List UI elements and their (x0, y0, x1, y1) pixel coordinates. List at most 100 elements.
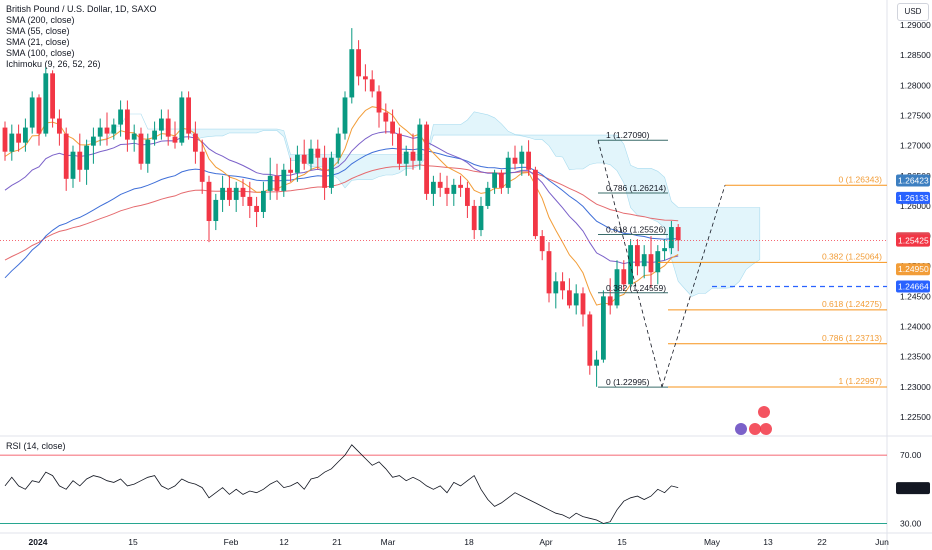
symbol-title[interactable]: British Pound / U.S. Dollar, 1D, SAXO (6, 4, 157, 14)
candle (84, 139, 89, 185)
fib-left-label: 0.382 (1.24559) (606, 283, 666, 293)
candle (594, 350, 599, 387)
candle (220, 175, 225, 212)
event-flag-icon (749, 423, 761, 435)
candle-body (424, 124, 429, 194)
candle (97, 118, 103, 146)
candle-body (580, 293, 586, 315)
candle-body (165, 118, 171, 137)
candle-body (111, 124, 117, 134)
candle-body (369, 79, 375, 92)
candle-body (471, 205, 477, 231)
candle (369, 70, 375, 98)
candle (607, 278, 613, 315)
fib-right-label: 0 (1.26343) (839, 174, 883, 184)
candle-body (301, 154, 307, 164)
y-tick-label: 1.23500 (900, 352, 931, 362)
fib-left-trend (597, 140, 663, 388)
candle-body (567, 290, 572, 306)
candle-body (669, 227, 674, 249)
candle-body (43, 73, 49, 134)
candle-body (465, 187, 470, 206)
price-tag-label: 1.24950 (898, 264, 929, 274)
y-tick-label: 1.22500 (900, 412, 931, 422)
candle (669, 221, 674, 255)
candle (349, 28, 355, 104)
candle-body (220, 187, 225, 200)
candle-body (84, 145, 89, 170)
candle (383, 103, 389, 134)
rsi-tick-label: 70.00 (900, 450, 922, 460)
candle (451, 178, 457, 206)
candle-body (594, 359, 599, 366)
candle (641, 245, 647, 279)
candle-body (519, 151, 525, 164)
candle (193, 121, 198, 164)
candle (471, 199, 477, 240)
candle (628, 239, 633, 288)
candle (553, 272, 559, 309)
candle (458, 175, 463, 197)
candle-body (403, 151, 409, 164)
candle (274, 163, 280, 200)
candle-body (356, 49, 361, 77)
candle-body (635, 245, 640, 267)
price-tag-box (896, 234, 930, 247)
candle-body (505, 157, 511, 188)
candle-body (478, 205, 484, 231)
candle (16, 124, 21, 152)
candle-body (607, 296, 613, 306)
x-tick-label: 21 (332, 537, 342, 547)
candle (77, 133, 83, 182)
fib-right-label: 0.382 (1.25064) (822, 251, 882, 261)
candle (261, 181, 266, 218)
x-tick-label: Feb (224, 537, 239, 547)
candle-body (451, 184, 457, 194)
candle (199, 139, 205, 194)
rsi-legend[interactable]: RSI (14, close) (6, 441, 66, 451)
candle (648, 236, 654, 288)
candle-body (662, 248, 667, 252)
candle (560, 272, 565, 300)
candle (533, 166, 538, 240)
candle-body (641, 254, 647, 267)
y-tick-label: 1.28500 (900, 50, 931, 60)
candle (567, 278, 572, 309)
candle (43, 67, 49, 137)
candle-body (675, 227, 681, 241)
indicator-sma21[interactable]: SMA (21, close) (6, 37, 70, 47)
candle-body (50, 73, 55, 119)
candle (614, 260, 620, 309)
candle (485, 181, 491, 209)
candle (390, 109, 395, 146)
candle-body (281, 169, 287, 191)
candle-body (145, 139, 151, 164)
x-tick-label: 18 (464, 537, 474, 547)
indicator-sma55[interactable]: SMA (55, close) (6, 26, 70, 36)
y-tick-label: 1.24500 (900, 291, 931, 301)
candle-body (383, 112, 389, 122)
candle-body (573, 293, 579, 306)
candle-body (587, 314, 593, 366)
candle (145, 133, 151, 173)
fib-right-label: 0.618 (1.24275) (822, 299, 882, 309)
sma21-line (4, 106, 679, 306)
currency-button[interactable]: USD (897, 3, 929, 21)
candle (621, 260, 627, 291)
candle-body (104, 127, 110, 134)
candle (301, 139, 307, 170)
candle (329, 151, 334, 194)
candle (57, 109, 62, 146)
x-tick-label: Mar (381, 537, 396, 547)
candle-body (63, 133, 69, 179)
candle (478, 196, 484, 237)
candle (308, 139, 314, 170)
candle (492, 169, 497, 194)
indicator-ichimoku[interactable]: Ichimoku (9, 26, 52, 26) (6, 59, 101, 69)
candle (335, 127, 341, 164)
fib-left-label: 1 (1.27090) (606, 130, 650, 140)
candle (342, 91, 348, 140)
indicator-sma100[interactable]: SMA (100, close) (6, 48, 75, 58)
indicator-sma200[interactable]: SMA (200, close) (6, 15, 75, 25)
